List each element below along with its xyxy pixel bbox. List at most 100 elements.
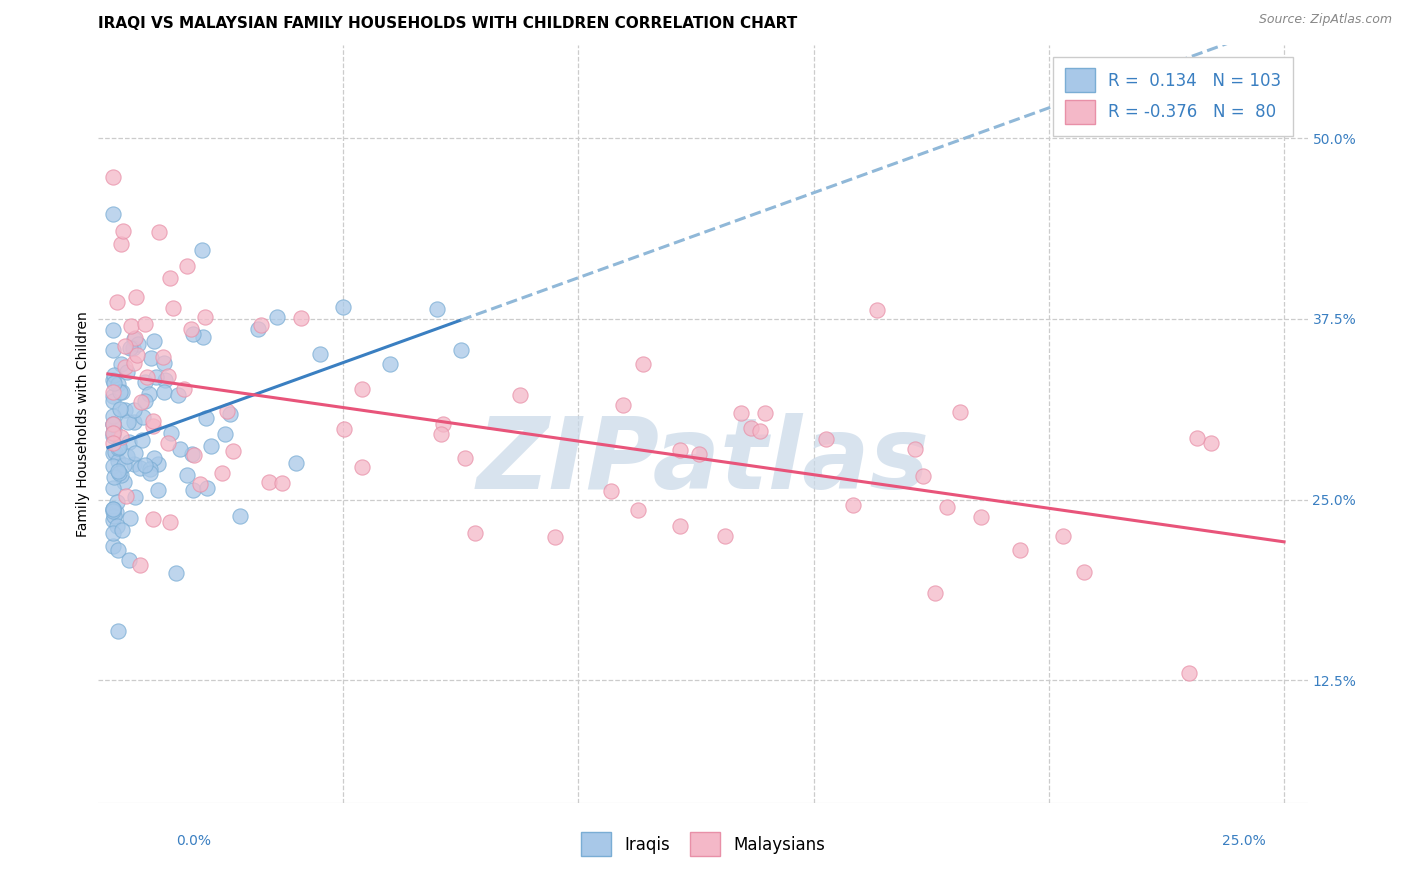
Point xyxy=(454,450,477,465)
Point xyxy=(285,456,308,470)
Point xyxy=(120,511,142,525)
Point xyxy=(157,436,180,450)
Point xyxy=(153,373,176,387)
Point xyxy=(544,529,567,543)
Point xyxy=(101,501,124,516)
Point xyxy=(143,450,166,465)
Point xyxy=(103,539,125,553)
Point xyxy=(153,356,176,370)
Point xyxy=(169,442,191,457)
Point xyxy=(117,553,139,567)
Point xyxy=(173,382,195,396)
Point xyxy=(146,483,169,498)
Point xyxy=(912,468,935,483)
Point xyxy=(1187,431,1209,445)
Point xyxy=(257,475,280,489)
Point xyxy=(450,343,472,358)
Point xyxy=(936,500,959,515)
Point xyxy=(612,398,634,412)
Text: ZIPatlas: ZIPatlas xyxy=(477,413,929,510)
Point xyxy=(114,403,136,417)
Point xyxy=(124,490,146,504)
Point xyxy=(271,476,294,491)
Point xyxy=(631,357,654,371)
Point xyxy=(136,370,159,384)
Point xyxy=(101,417,124,431)
Point xyxy=(110,357,132,371)
Point xyxy=(924,586,946,600)
Point xyxy=(101,435,124,450)
Point xyxy=(194,310,217,324)
Point xyxy=(111,385,134,400)
Point xyxy=(134,317,156,331)
Point xyxy=(290,310,312,325)
Point xyxy=(101,373,124,387)
Point xyxy=(350,460,373,475)
Point xyxy=(122,355,145,369)
Text: 25.0%: 25.0% xyxy=(1222,834,1265,848)
Point xyxy=(118,341,141,355)
Point xyxy=(1178,666,1201,681)
Point xyxy=(124,290,146,304)
Point xyxy=(152,351,174,365)
Point xyxy=(103,469,125,483)
Point xyxy=(1201,436,1223,450)
Point xyxy=(1052,529,1074,543)
Point xyxy=(129,558,152,573)
Point xyxy=(211,467,233,481)
Point xyxy=(115,365,138,379)
Point xyxy=(110,236,132,251)
Point xyxy=(101,428,124,442)
Point xyxy=(159,271,181,285)
Point xyxy=(101,389,124,403)
Point xyxy=(105,295,128,310)
Point xyxy=(730,407,752,421)
Point xyxy=(180,321,202,335)
Point xyxy=(176,259,198,273)
Point xyxy=(148,457,170,471)
Point xyxy=(1010,542,1032,557)
Point xyxy=(222,443,245,458)
Point xyxy=(101,458,124,473)
Point xyxy=(688,447,710,461)
Y-axis label: Family Households with Children: Family Households with Children xyxy=(76,310,90,537)
Point xyxy=(167,388,190,402)
Point xyxy=(105,519,128,533)
Point xyxy=(107,376,129,391)
Point xyxy=(176,468,198,483)
Point xyxy=(101,502,124,516)
Point xyxy=(101,425,124,440)
Point xyxy=(332,300,354,314)
Point xyxy=(814,433,837,447)
Point xyxy=(101,446,124,460)
Point xyxy=(115,449,138,463)
Point xyxy=(181,326,204,341)
Point xyxy=(101,409,124,424)
Point xyxy=(108,466,131,480)
Point xyxy=(110,385,132,400)
Point xyxy=(110,401,132,416)
Point xyxy=(181,483,204,498)
Point xyxy=(904,442,927,456)
Point xyxy=(195,410,218,425)
Point xyxy=(308,347,330,361)
Point xyxy=(247,322,270,336)
Text: 0.0%: 0.0% xyxy=(176,834,211,848)
Point xyxy=(101,504,124,518)
Point xyxy=(432,417,454,432)
Point xyxy=(122,332,145,346)
Point xyxy=(118,435,141,450)
Point xyxy=(214,427,236,442)
Text: Source: ZipAtlas.com: Source: ZipAtlas.com xyxy=(1258,13,1392,27)
Point xyxy=(162,301,184,315)
Point xyxy=(969,510,991,524)
Point xyxy=(127,348,149,362)
Point xyxy=(138,386,160,401)
Point xyxy=(107,454,129,468)
Point xyxy=(112,458,135,472)
Text: IRAQI VS MALAYSIAN FAMILY HOUSEHOLDS WITH CHILDREN CORRELATION CHART: IRAQI VS MALAYSIAN FAMILY HOUSEHOLDS WIT… xyxy=(98,16,797,31)
Point xyxy=(195,482,218,496)
Point xyxy=(111,523,134,537)
Point xyxy=(219,407,242,421)
Point xyxy=(134,375,156,389)
